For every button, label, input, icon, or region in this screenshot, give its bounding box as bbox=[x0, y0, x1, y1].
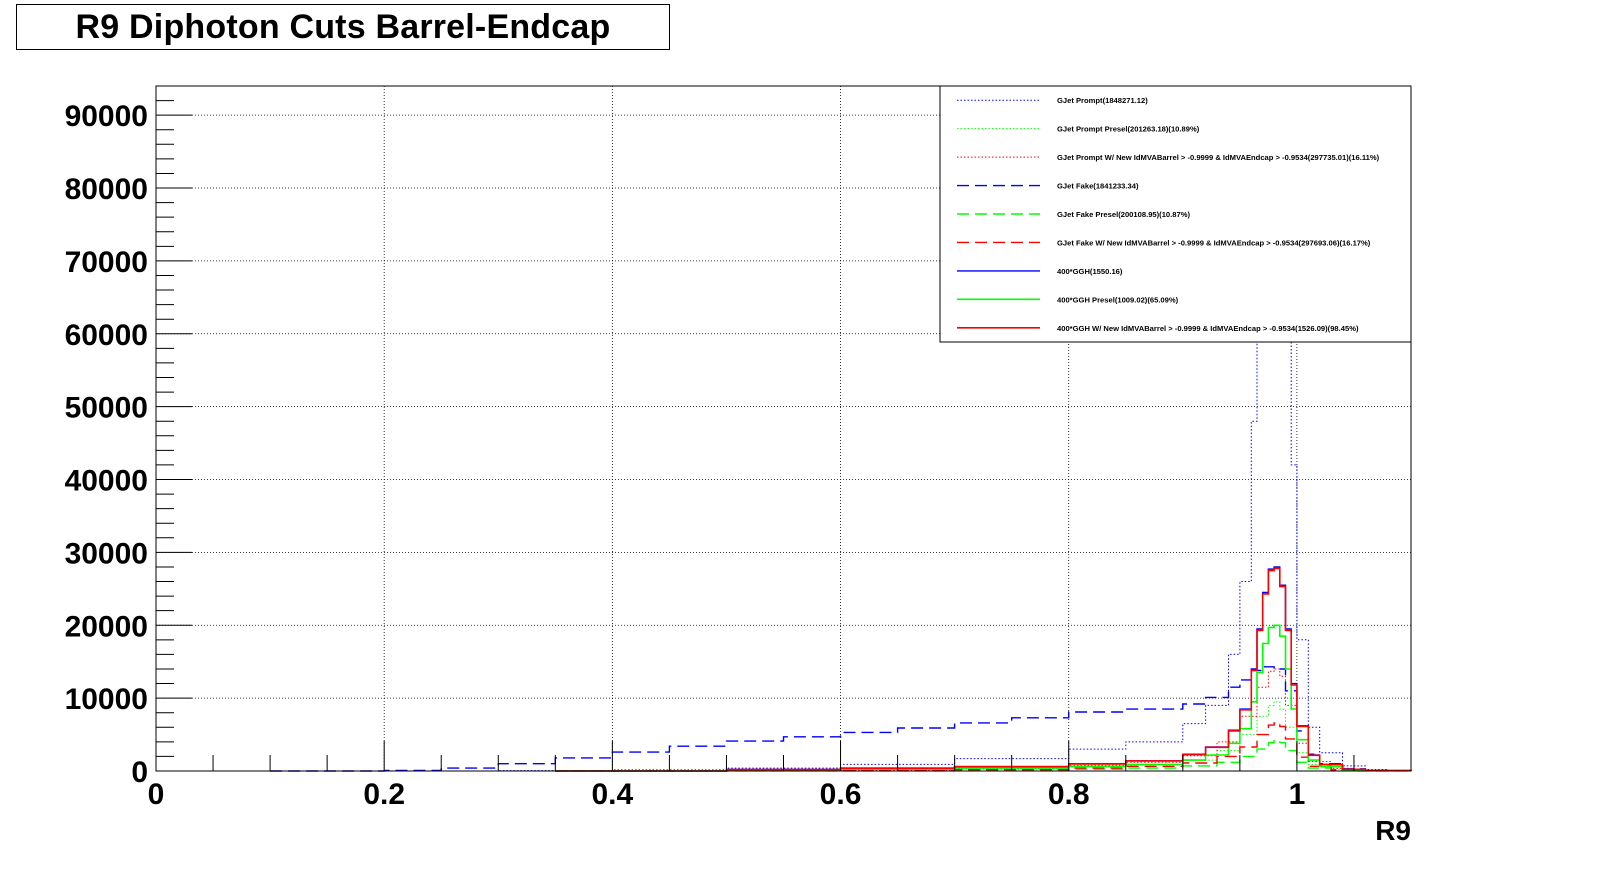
series-line bbox=[270, 666, 1412, 772]
legend-entry-label: GJet Fake(1841233.34) bbox=[1057, 182, 1139, 191]
x-tick-label: 0.2 bbox=[363, 778, 405, 811]
legend-entry-label: 400*GGH(1550.16) bbox=[1057, 267, 1123, 276]
series-line bbox=[384, 85, 1412, 772]
y-tick-label: 30000 bbox=[65, 537, 148, 570]
legend-entry-label: 400*GGH W/ New IdMVABarrel > -0.9999 & I… bbox=[1057, 324, 1359, 333]
series-line bbox=[555, 624, 1412, 772]
x-tick-label: 0.6 bbox=[820, 778, 862, 811]
axis-layer: 0 0.2 0.4 0.6 0.8 1 0 10000 20000 30000 40000 50000… bbox=[65, 85, 1412, 846]
x-tick-label: 0 bbox=[148, 778, 165, 811]
x-axis-label: R9 bbox=[1375, 815, 1411, 846]
y-tick-label: 20000 bbox=[65, 610, 148, 643]
y-tick-label: 90000 bbox=[65, 100, 148, 133]
legend-entry-label: GJet Fake Presel(200108.95)(10.87%) bbox=[1057, 210, 1190, 219]
y-tick-label: 40000 bbox=[65, 465, 148, 498]
chart-title: R9 Diphoton Cuts Barrel-Endcap bbox=[16, 4, 670, 50]
legend-entry-label: 400*GGH Presel(1009.02)(65.09%) bbox=[1057, 295, 1179, 304]
x-tick-label: 0.4 bbox=[592, 778, 634, 811]
series-line bbox=[555, 722, 1412, 772]
series-line bbox=[498, 701, 1412, 772]
legend-entry-label: GJet Prompt W/ New IdMVABarrel > -0.9999… bbox=[1057, 153, 1380, 162]
x-tick-label: 0.8 bbox=[1048, 778, 1090, 811]
legend-entry-label: GJet Prompt Presel(201263.18)(10.89%) bbox=[1057, 125, 1200, 134]
y-tick-label: 70000 bbox=[65, 246, 148, 279]
legend-entry-label: GJet Fake W/ New IdMVABarrel > -0.9999 &… bbox=[1057, 238, 1371, 247]
y-tick-label: 60000 bbox=[65, 319, 148, 352]
grid-lines bbox=[156, 86, 1411, 771]
y-tick-label: 0 bbox=[131, 756, 148, 789]
y-tick-label: 50000 bbox=[65, 392, 148, 425]
x-tick-label: 1 bbox=[1289, 778, 1306, 811]
y-tick-label: 80000 bbox=[65, 173, 148, 206]
legend: GJet Prompt(1848271.12) GJet Prompt Prese… bbox=[939, 85, 1412, 343]
y-tick-label: 10000 bbox=[65, 683, 148, 716]
legend-entry-label: GJet Prompt(1848271.12) bbox=[1057, 96, 1148, 105]
